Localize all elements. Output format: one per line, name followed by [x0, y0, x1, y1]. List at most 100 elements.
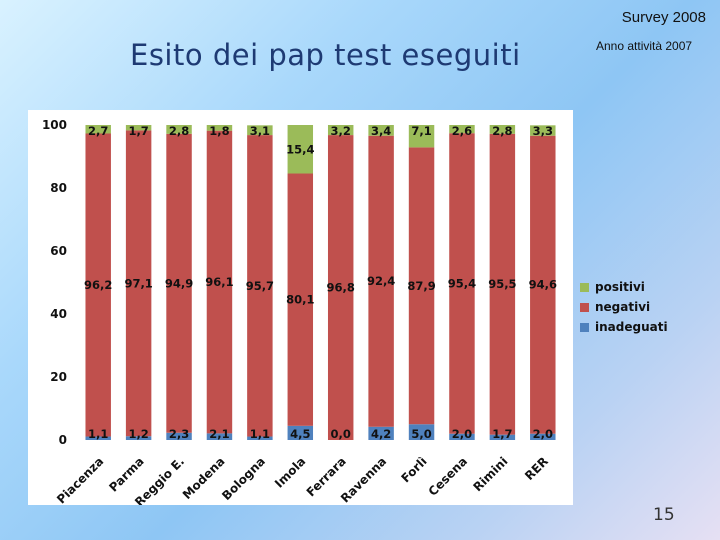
y-tick-label: 60: [50, 244, 67, 258]
chart-panel: 0 20 40 60 80 100 2,7 96,2 1,1 Piacenza 1,7 97,1 1,2…: [28, 110, 573, 505]
x-category-label: RER: [522, 454, 551, 483]
slide-title: Esito dei pap test eseguiti: [130, 38, 521, 72]
bar-segment-negativi: [247, 135, 273, 437]
legend-swatch-inadeguati: [580, 322, 589, 332]
bar-segment-inadeguati: [489, 434, 516, 440]
data-label-inadeguati: 1,1: [88, 427, 108, 441]
bar-segment-positivi: [327, 125, 354, 136]
data-label-inadeguati: 2,3: [169, 427, 189, 441]
bar-segment-positivi: [287, 125, 314, 174]
data-label-positivi: 3,1: [250, 124, 270, 138]
bar-segment-negativi: [408, 147, 435, 425]
x-category-label: Imola: [272, 454, 308, 490]
bar-segment-negativi: [530, 135, 556, 434]
bar-segment-negativi: [327, 135, 354, 440]
data-label-positivi: 3,4: [371, 124, 391, 138]
legend-label: negativi: [595, 300, 651, 314]
data-label-positivi: 2,8: [169, 124, 189, 138]
data-label-positivi: 1,8: [209, 124, 229, 138]
legend-label: inadeguati: [595, 320, 668, 334]
legend-item-inadeguati: inadeguati: [580, 317, 668, 337]
bar-segment-inadeguati: [449, 433, 475, 440]
data-label-positivi: 7,1: [411, 124, 431, 138]
data-label-inadeguati: 2,1: [209, 427, 229, 441]
bar-segment-inadeguati: [247, 436, 273, 440]
data-label-negativi: 95,5: [488, 277, 516, 291]
data-label-positivi: 3,3: [533, 124, 553, 138]
bar-segment-positivi: [125, 125, 152, 131]
legend-swatch-negativi: [580, 302, 589, 312]
bar-segment-positivi: [489, 125, 516, 134]
legend-item-negativi: negativi: [580, 297, 668, 317]
bar-segment-negativi: [125, 130, 152, 437]
y-tick-label: 0: [59, 433, 67, 447]
data-label-negativi: 94,9: [165, 276, 193, 290]
data-label-inadeguati: 4,2: [371, 427, 391, 441]
data-label-positivi: 15,4: [286, 142, 314, 156]
bar-segment-negativi: [368, 135, 394, 427]
data-label-inadeguati: 1,1: [250, 427, 270, 441]
data-label-negativi: 94,6: [529, 278, 557, 292]
y-tick-label: 80: [50, 181, 67, 195]
x-category-label: Rimini: [470, 454, 510, 494]
data-label-inadeguati: 1,2: [128, 427, 148, 441]
data-label-negativi: 95,4: [448, 276, 476, 290]
x-category-label: Cesena: [426, 454, 470, 498]
data-label-inadeguati: 2,0: [452, 427, 472, 441]
bar-segment-inadeguati: [287, 425, 314, 440]
bar-segment-inadeguati: [85, 436, 111, 440]
bar-segment-inadeguati: [206, 433, 233, 440]
bar-segment-negativi: [449, 133, 475, 434]
y-tick-label: 100: [42, 118, 67, 132]
x-category-label: Piacenza: [54, 454, 106, 505]
page-number: 15: [653, 505, 675, 525]
bar-segment-positivi: [206, 125, 233, 131]
legend-label: positivi: [595, 280, 645, 294]
y-tick-label: 40: [50, 307, 67, 321]
legend-swatch-positivi: [580, 282, 589, 292]
bar-segment-negativi: [166, 133, 192, 433]
data-label-positivi: 3,2: [331, 124, 351, 138]
survey-label: Survey 2008: [621, 9, 706, 26]
bar-segment-positivi: [247, 125, 273, 136]
data-label-inadeguati: 0,0: [331, 427, 351, 441]
data-label-negativi: 96,1: [205, 275, 233, 289]
y-tick-label: 20: [50, 370, 67, 384]
data-label-negativi: 92,4: [367, 274, 395, 288]
data-label-negativi: 87,9: [407, 279, 435, 293]
legend-item-positivi: positivi: [580, 277, 668, 297]
data-label-negativi: 95,7: [246, 279, 274, 293]
data-label-inadeguati: 2,0: [533, 427, 553, 441]
bar-segment-positivi: [530, 125, 556, 136]
data-label-inadeguati: 4,5: [290, 427, 310, 441]
data-label-negativi: 96,2: [84, 278, 112, 292]
bar-segment-inadeguati: [530, 433, 556, 440]
data-label-positivi: 2,8: [492, 124, 512, 138]
bar-segment-inadeguati: [125, 436, 152, 440]
data-label-positivi: 2,7: [88, 124, 108, 138]
data-label-negativi: 80,1: [286, 293, 314, 307]
bar-segment-positivi: [408, 125, 435, 148]
data-label-negativi: 96,8: [327, 281, 355, 295]
data-label-inadeguati: 1,7: [492, 427, 512, 441]
bar-segment-negativi: [287, 173, 314, 426]
bar-segment-positivi: [368, 125, 394, 136]
bar-segment-negativi: [489, 133, 516, 435]
x-category-label: Forlì: [398, 454, 429, 485]
bar-segment-positivi: [449, 125, 475, 134]
data-label-positivi: 2,6: [452, 124, 472, 138]
bar-segment-inadeguati: [408, 424, 435, 440]
stacked-bar-chart: 0 20 40 60 80 100 2,7 96,2 1,1 Piacenza 1,7 97,1 1,2…: [42, 118, 557, 505]
x-category-label: Parma: [106, 454, 146, 494]
bar-segment-positivi: [85, 125, 111, 134]
data-label-negativi: 97,1: [124, 276, 152, 290]
x-category-label: Bologna: [219, 454, 268, 503]
bar-segment-positivi: [166, 125, 192, 134]
chart-legend: positivi negativi inadeguati: [580, 277, 668, 337]
bar-segment-negativi: [206, 130, 233, 434]
bar-segment-inadeguati: [166, 432, 192, 440]
slide-subtitle: Anno attività 2007: [596, 39, 693, 53]
bar-segment-negativi: [85, 133, 111, 437]
data-label-positivi: 1,7: [128, 124, 148, 138]
bar-segment-inadeguati: [368, 426, 394, 440]
